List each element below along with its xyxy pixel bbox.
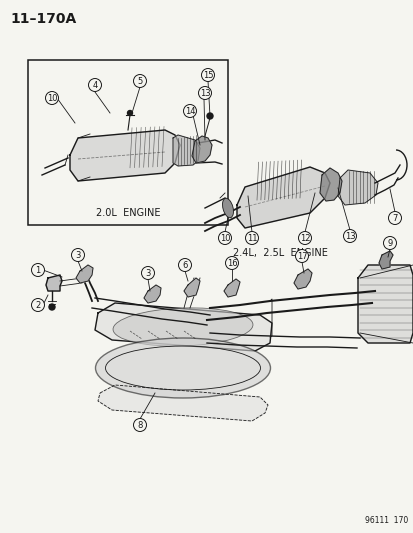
Polygon shape: [76, 265, 93, 283]
Text: 13: 13: [344, 231, 354, 240]
Text: 5: 5: [137, 77, 142, 85]
Circle shape: [201, 69, 214, 82]
Circle shape: [198, 86, 211, 100]
Text: 16: 16: [226, 259, 237, 268]
Ellipse shape: [222, 198, 233, 218]
Polygon shape: [46, 275, 62, 291]
Circle shape: [343, 230, 356, 243]
Text: 6: 6: [182, 261, 187, 270]
Polygon shape: [95, 303, 271, 351]
Circle shape: [298, 231, 311, 245]
Text: 3: 3: [145, 269, 150, 278]
Text: 2.4L,  2.5L  ENGINE: 2.4L, 2.5L ENGINE: [232, 248, 327, 258]
Circle shape: [31, 263, 44, 277]
Text: 15: 15: [202, 70, 213, 79]
Circle shape: [178, 259, 191, 271]
Circle shape: [206, 113, 212, 119]
Circle shape: [49, 304, 55, 310]
Text: 12: 12: [299, 233, 309, 243]
Polygon shape: [183, 278, 199, 297]
Polygon shape: [173, 135, 199, 166]
Polygon shape: [319, 168, 341, 201]
Polygon shape: [144, 285, 161, 303]
Text: 11–170A: 11–170A: [10, 12, 76, 26]
Text: 9: 9: [387, 238, 392, 247]
Circle shape: [225, 256, 238, 270]
Circle shape: [127, 110, 132, 116]
Text: 13: 13: [199, 88, 210, 98]
Text: 17: 17: [296, 252, 306, 261]
Text: 4: 4: [92, 80, 97, 90]
Polygon shape: [223, 279, 240, 297]
Polygon shape: [98, 385, 267, 421]
Polygon shape: [236, 167, 329, 228]
Polygon shape: [192, 136, 211, 163]
Polygon shape: [337, 170, 377, 205]
Circle shape: [295, 249, 308, 262]
Circle shape: [71, 248, 84, 262]
Text: 10: 10: [219, 233, 230, 243]
Text: 11: 11: [246, 233, 256, 243]
Text: 2: 2: [35, 301, 40, 310]
Circle shape: [218, 231, 231, 245]
Circle shape: [88, 78, 101, 92]
Polygon shape: [357, 265, 412, 343]
Circle shape: [141, 266, 154, 279]
Text: 1: 1: [35, 265, 40, 274]
Text: 10: 10: [47, 93, 57, 102]
Circle shape: [245, 231, 258, 245]
Text: 8: 8: [137, 421, 142, 430]
Text: 96111  170: 96111 170: [364, 516, 407, 525]
Circle shape: [183, 104, 196, 117]
Ellipse shape: [95, 338, 270, 398]
Text: 3: 3: [75, 251, 81, 260]
Bar: [28, 60, 228, 225]
Circle shape: [387, 212, 401, 224]
Text: 2.0L  ENGINE: 2.0L ENGINE: [95, 208, 160, 218]
Circle shape: [31, 298, 44, 311]
Circle shape: [133, 75, 146, 87]
Polygon shape: [70, 130, 180, 181]
Text: 7: 7: [392, 214, 397, 222]
Polygon shape: [293, 269, 311, 289]
Circle shape: [45, 92, 58, 104]
Text: 14: 14: [184, 107, 195, 116]
Circle shape: [133, 418, 146, 432]
Ellipse shape: [113, 308, 252, 346]
Polygon shape: [378, 251, 392, 269]
Circle shape: [382, 237, 396, 249]
